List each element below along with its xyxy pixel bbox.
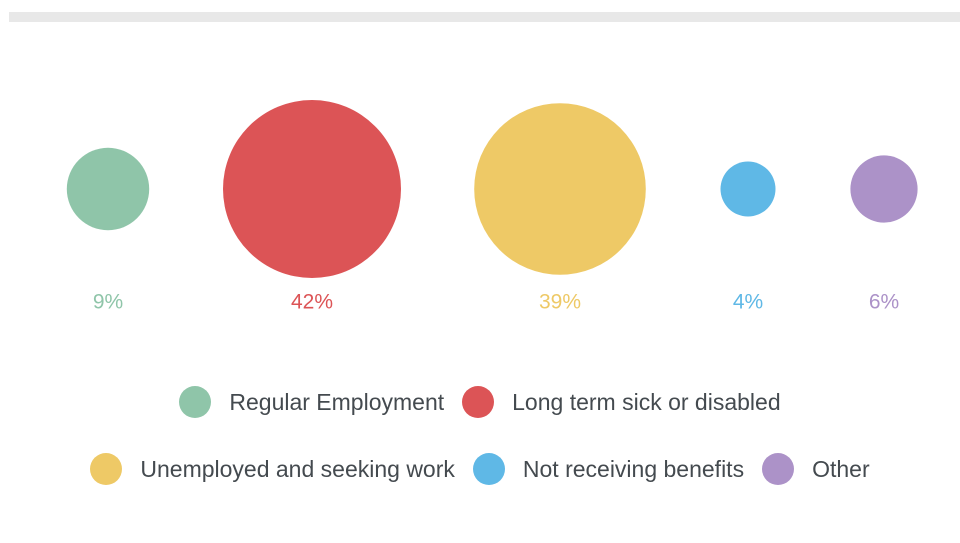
legend-label-unemployed: Unemployed and seeking work bbox=[140, 455, 455, 482]
legend-item-other: Other bbox=[762, 453, 870, 485]
legend-label-not-receiving-benefits: Not receiving benefits bbox=[522, 455, 745, 482]
legend-item-regular-employment: Regular Employment bbox=[179, 386, 444, 418]
legend-swatch-regular-employment bbox=[179, 386, 212, 418]
legend-label-regular-employment: Regular Employment bbox=[229, 388, 445, 415]
value-label-not-receiving-benefits: 4% bbox=[733, 291, 763, 314]
bubble-unemployed-and-seeking-work bbox=[474, 103, 646, 275]
bubble-long-term-sick-or-disabled bbox=[223, 100, 401, 278]
legend-swatch-unemployed bbox=[90, 453, 123, 485]
legend-swatch-long-term-sick bbox=[462, 386, 495, 418]
legend-swatch-other bbox=[762, 453, 795, 485]
legend-swatch-not-receiving-benefits bbox=[472, 453, 505, 485]
legend-item-long-term-sick: Long term sick or disabled bbox=[462, 386, 781, 418]
bubble-chart: 9% 42% 39% 4% 6% bbox=[66, 100, 918, 314]
bubble-not-receiving-benefits bbox=[720, 161, 776, 217]
legend-row-2: Unemployed and seeking work Not receivin… bbox=[0, 452, 960, 486]
legend-label-other: Other bbox=[812, 455, 870, 482]
bubble-regular-employment bbox=[66, 147, 150, 231]
top-bar bbox=[9, 12, 960, 22]
legend-label-long-term-sick: Long term sick or disabled bbox=[512, 388, 781, 415]
value-label-other: 6% bbox=[869, 291, 899, 314]
legend-row-1: Regular Employment Long term sick or dis… bbox=[0, 385, 960, 419]
value-label-long-term-sick-or-disabled: 42% bbox=[291, 291, 333, 314]
value-label-regular-employment: 9% bbox=[93, 291, 123, 314]
value-label-unemployed-and-seeking-work: 39% bbox=[539, 291, 581, 314]
bubble-other bbox=[850, 155, 918, 223]
legend-item-unemployed: Unemployed and seeking work bbox=[90, 453, 455, 485]
legend-item-not-receiving-benefits: Not receiving benefits bbox=[472, 453, 745, 485]
